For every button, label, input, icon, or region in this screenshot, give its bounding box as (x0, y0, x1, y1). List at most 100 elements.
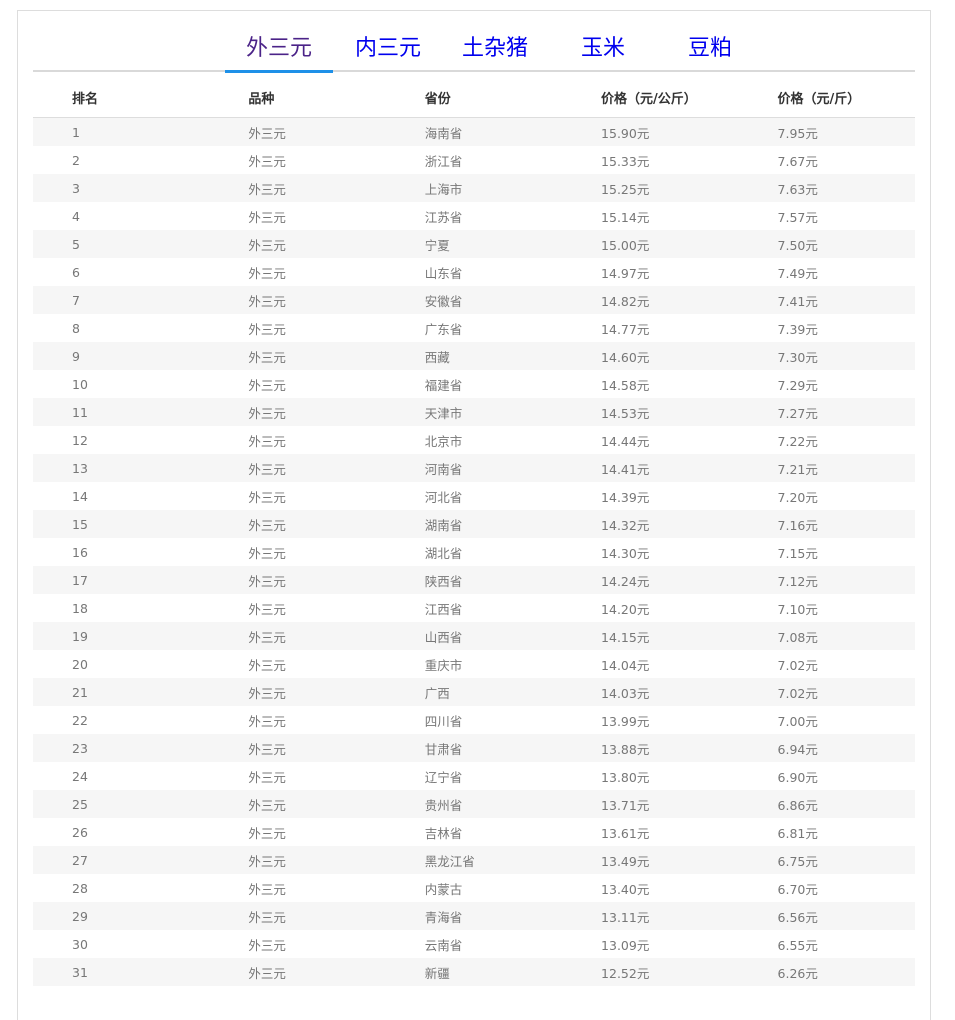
cell-price-kg: 14.44元 (601, 433, 650, 449)
cell-price-kg: 14.20元 (601, 601, 650, 617)
cell-breed: 外三元 (248, 545, 286, 561)
cell-price-kg: 15.14元 (601, 209, 650, 225)
cell-price-kg: 14.39元 (601, 489, 650, 505)
cell-price-jin: 6.55元 (777, 937, 818, 953)
tab-doupo[interactable]: 豆粕 (687, 36, 732, 61)
table-row: 13 外三元 河南省 14.41元 7.21元 (33, 454, 915, 482)
cell-province: 福建省 (424, 377, 463, 393)
cell-price-jin: 7.67元 (777, 153, 818, 169)
cell-province: 甘肃省 (385, 734, 563, 762)
cell-price-jin: 7.22元 (777, 433, 818, 449)
cell-province: 河南省 (385, 454, 563, 482)
table-row: 17 外三元 陕西省 14.24元 7.12元 (33, 566, 915, 594)
header-price-kg: 价格（元/公斤） (562, 78, 739, 118)
cell-price-jin: 7.00元 (777, 713, 818, 729)
cell-breed: 外三元 (209, 230, 386, 258)
cell-breed: 外三元 (209, 398, 386, 426)
cell-price-jin: 7.10元 (777, 601, 818, 617)
cell-province: 山西省 (385, 622, 563, 650)
cell-rank: 5 (33, 230, 210, 258)
tab-tuzazhu[interactable]: 土杂猪 (461, 36, 528, 61)
table-row: 28 外三元 内蒙古 13.40元 6.70元 (33, 874, 915, 902)
table-row: 11 外三元 天津市 14.53元 7.27元 (33, 398, 915, 426)
cell-price-kg: 14.58元 (601, 377, 650, 393)
cell-price-kg: 14.41元 (562, 454, 739, 482)
table-header-row: 排名 品种 省份 价格（元/公斤） 价格（元/斤） (33, 78, 915, 118)
header-province: 省份 (385, 78, 563, 118)
cell-breed: 外三元 (248, 881, 286, 897)
cell-rank: 21 (33, 678, 210, 706)
cell-breed: 外三元 (248, 433, 286, 449)
cell-breed: 外三元 (248, 209, 286, 225)
tab-waisanyuan[interactable]: 外三元 (225, 34, 333, 73)
cell-province: 广东省 (424, 321, 463, 337)
cell-breed: 外三元 (248, 713, 286, 729)
table-row: 4 外三元 江苏省 15.14元 7.57元 (33, 202, 915, 230)
cell-price-jin: 6.90元 (777, 769, 818, 785)
cell-price-jin: 7.95元 (738, 117, 915, 146)
cell-breed: 外三元 (248, 377, 286, 393)
cell-province: 山东省 (424, 265, 463, 281)
table-row: 14 外三元 河北省 14.39元 7.20元 (33, 482, 915, 510)
tab-neisanyuan[interactable]: 内三元 (354, 36, 421, 61)
cell-price-jin: 7.49元 (777, 265, 818, 281)
cell-rank: 11 (33, 398, 210, 426)
cell-price-kg: 14.82元 (562, 286, 739, 314)
table-row: 12 外三元 北京市 14.44元 7.22元 (33, 426, 915, 454)
cell-price-kg: 15.90元 (562, 117, 739, 146)
table-row: 27 外三元 黑龙江省 13.49元 6.75元 (33, 846, 915, 874)
cell-price-jin: 7.12元 (738, 566, 915, 594)
cell-price-jin: 6.94元 (738, 734, 915, 762)
cell-province: 上海市 (385, 174, 563, 202)
cell-province: 河北省 (424, 489, 463, 505)
cell-rank: 16 (72, 544, 88, 560)
table-row: 26 外三元 吉林省 13.61元 6.81元 (33, 818, 915, 846)
cell-rank: 31 (33, 958, 210, 986)
table-row: 7 外三元 安徽省 14.82元 7.41元 (33, 286, 915, 314)
cell-price-jin: 7.39元 (777, 321, 818, 337)
cell-breed: 外三元 (209, 342, 386, 370)
cell-breed: 外三元 (209, 454, 386, 482)
cell-rank: 25 (33, 790, 210, 818)
cell-price-jin: 7.50元 (738, 230, 915, 258)
cell-province: 辽宁省 (424, 769, 463, 785)
cell-price-jin: 7.08元 (738, 622, 915, 650)
cell-rank: 20 (72, 656, 88, 672)
header-rank: 排名 (33, 78, 210, 118)
cell-province: 宁夏 (385, 230, 563, 258)
tab-yumi[interactable]: 玉米 (580, 36, 625, 61)
table-row: 18 外三元 江西省 14.20元 7.10元 (33, 594, 915, 622)
cell-price-kg: 14.32元 (562, 510, 739, 538)
cell-price-jin: 7.16元 (738, 510, 915, 538)
cell-rank: 1 (33, 117, 210, 146)
cell-price-jin: 7.30元 (738, 342, 915, 370)
table-row: 3 外三元 上海市 15.25元 7.63元 (33, 174, 915, 202)
cell-breed: 外三元 (248, 153, 286, 169)
cell-province: 江西省 (424, 601, 463, 617)
cell-rank: 2 (72, 152, 80, 168)
table-row: 24 外三元 辽宁省 13.80元 6.90元 (33, 762, 915, 790)
cell-price-jin: 7.20元 (777, 489, 818, 505)
cell-province: 江苏省 (424, 209, 463, 225)
cell-province: 重庆市 (424, 657, 463, 673)
cell-price-kg: 15.25元 (562, 174, 739, 202)
table-row: 10 外三元 福建省 14.58元 7.29元 (33, 370, 915, 398)
cell-rank: 26 (72, 824, 88, 840)
table-row: 21 外三元 广西 14.03元 7.02元 (33, 678, 915, 706)
cell-price-jin: 7.21元 (738, 454, 915, 482)
cell-rank: 23 (33, 734, 210, 762)
cell-province: 海南省 (385, 117, 563, 146)
cell-province: 陕西省 (385, 566, 563, 594)
cell-breed: 外三元 (209, 846, 386, 874)
cell-price-jin: 7.02元 (777, 657, 818, 673)
cell-province: 广西 (385, 678, 563, 706)
cell-rank: 3 (33, 174, 210, 202)
header-breed: 品种 (209, 78, 386, 118)
cell-breed: 外三元 (248, 321, 286, 337)
cell-breed: 外三元 (209, 510, 386, 538)
cell-province: 黑龙江省 (385, 846, 563, 874)
cell-price-kg: 14.03元 (562, 678, 739, 706)
cell-rank: 28 (72, 880, 88, 896)
cell-province: 内蒙古 (424, 881, 463, 897)
cell-rank: 24 (72, 768, 88, 784)
